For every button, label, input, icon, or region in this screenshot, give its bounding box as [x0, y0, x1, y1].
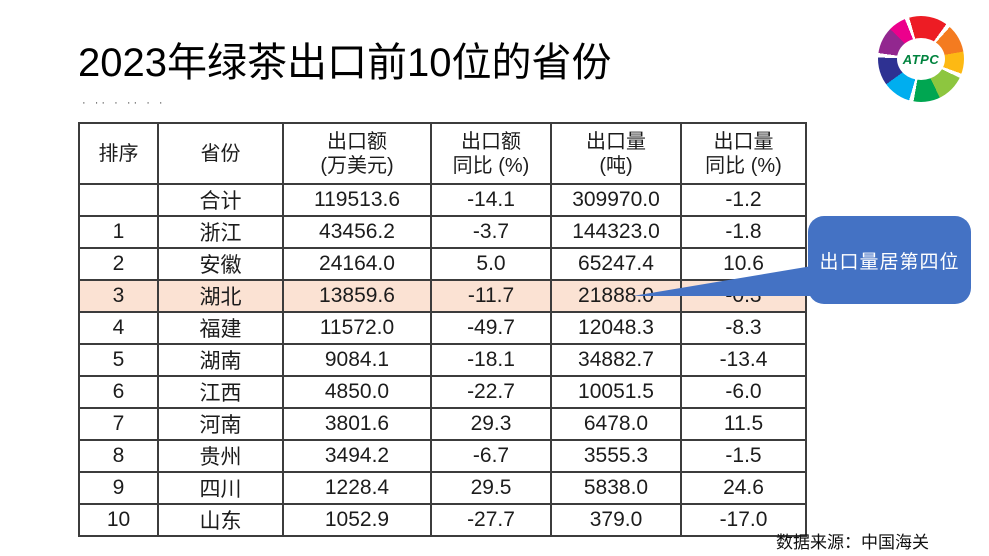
- column-header-export-value: 出口额 (万美元): [282, 122, 432, 185]
- column-header-rank: 排序: [78, 122, 159, 185]
- table-header-row: 排序 省份 出口额 (万美元) 出口额 同比 (%) 出口量 (吨) 出口量 同…: [78, 122, 807, 185]
- table-row: 3 湖北 13859.6 -11.7 21888.0 -0.3: [78, 279, 807, 313]
- atpc-logo: ATPC: [878, 16, 964, 102]
- table-cell: 6478.0: [550, 407, 682, 441]
- clipped-text-artifact: · ·· · ·· · ·: [82, 97, 166, 109]
- table-cell: 5: [78, 343, 159, 377]
- table-cell: -11.7: [430, 279, 552, 313]
- table-cell: 6: [78, 375, 159, 409]
- table-cell: 3: [78, 279, 159, 313]
- table-cell: 29.3: [430, 407, 552, 441]
- table-cell: -22.7: [430, 375, 552, 409]
- table-cell: 4: [78, 311, 159, 345]
- table-row: 合计 119513.6 -14.1 309970.0 -1.2: [78, 183, 807, 217]
- export-table: 排序 省份 出口额 (万美元) 出口额 同比 (%) 出口量 (吨) 出口量 同…: [78, 122, 807, 537]
- table-cell: 3801.6: [282, 407, 432, 441]
- table-cell: 8: [78, 439, 159, 473]
- table-cell: 1: [78, 215, 159, 249]
- table-cell: 12048.3: [550, 311, 682, 345]
- table-row: 2 安徽 24164.0 5.0 65247.4 10.6: [78, 247, 807, 281]
- table-cell: 3555.3: [550, 439, 682, 473]
- table-cell: 10.6: [680, 247, 807, 281]
- table-cell: 安徽: [157, 247, 284, 281]
- column-header-export-volume: 出口量 (吨): [550, 122, 682, 185]
- table-row: 4 福建 11572.0 -49.7 12048.3 -8.3: [78, 311, 807, 345]
- table-cell: 1228.4: [282, 471, 432, 505]
- table-cell: 湖南: [157, 343, 284, 377]
- table-cell: 9084.1: [282, 343, 432, 377]
- table-row: 6 江西 4850.0 -22.7 10051.5 -6.0: [78, 375, 807, 409]
- table-cell: 湖北: [157, 279, 284, 313]
- table-cell: 福建: [157, 311, 284, 345]
- table-cell: 65247.4: [550, 247, 682, 281]
- table-cell: 2: [78, 247, 159, 281]
- table-row: 7 河南 3801.6 29.3 6478.0 11.5: [78, 407, 807, 441]
- table-cell: 浙江: [157, 215, 284, 249]
- table-cell: 3494.2: [282, 439, 432, 473]
- table-cell: 河南: [157, 407, 284, 441]
- table-cell: [78, 183, 159, 217]
- table-cell: -17.0: [680, 503, 807, 537]
- column-header-export-volume-yoy: 出口量 同比 (%): [680, 122, 807, 185]
- table-cell: 309970.0: [550, 183, 682, 217]
- table-header: 排序 省份 出口额 (万美元) 出口额 同比 (%) 出口量 (吨) 出口量 同…: [78, 122, 807, 185]
- table-cell: -0.3: [680, 279, 807, 313]
- data-source-note: 数据来源：中国海关: [776, 533, 929, 552]
- table-row: 5 湖南 9084.1 -18.1 34882.7 -13.4: [78, 343, 807, 377]
- table-cell: 山东: [157, 503, 284, 537]
- table-cell: 29.5: [430, 471, 552, 505]
- atpc-logo-label: ATPC: [897, 38, 945, 80]
- table-cell: 24164.0: [282, 247, 432, 281]
- table-cell: 34882.7: [550, 343, 682, 377]
- table-cell: 11.5: [680, 407, 807, 441]
- page-title: 2023年绿茶出口前10位的省份: [78, 41, 612, 85]
- table-cell: -18.1: [430, 343, 552, 377]
- table-cell: -6.0: [680, 375, 807, 409]
- table-cell: -27.7: [430, 503, 552, 537]
- table-cell: 9: [78, 471, 159, 505]
- callout-bubble: 出口量居第四位: [808, 216, 971, 304]
- callout-text: 出口量居第四位: [819, 251, 960, 273]
- table-cell: -8.3: [680, 311, 807, 345]
- table-cell: 144323.0: [550, 215, 682, 249]
- table-cell: 5838.0: [550, 471, 682, 505]
- table-cell: -1.5: [680, 439, 807, 473]
- table-cell: 10: [78, 503, 159, 537]
- table-row: 10 山东 1052.9 -27.7 379.0 -17.0: [78, 503, 807, 537]
- table-cell: 43456.2: [282, 215, 432, 249]
- table-cell: -6.7: [430, 439, 552, 473]
- table-cell: -1.2: [680, 183, 807, 217]
- column-header-export-value-yoy: 出口额 同比 (%): [430, 122, 552, 185]
- table-cell: 贵州: [157, 439, 284, 473]
- table-cell: -3.7: [430, 215, 552, 249]
- table-cell: 江西: [157, 375, 284, 409]
- table-cell: 21888.0: [550, 279, 682, 313]
- table-cell: 24.6: [680, 471, 807, 505]
- table-cell: -49.7: [430, 311, 552, 345]
- table-cell: 四川: [157, 471, 284, 505]
- table-cell: 119513.6: [282, 183, 432, 217]
- table-cell: 1052.9: [282, 503, 432, 537]
- table-cell: -1.8: [680, 215, 807, 249]
- table-cell: 4850.0: [282, 375, 432, 409]
- table-cell: 11572.0: [282, 311, 432, 345]
- table-cell: 合计: [157, 183, 284, 217]
- column-header-province: 省份: [157, 122, 284, 185]
- table-row: 9 四川 1228.4 29.5 5838.0 24.6: [78, 471, 807, 505]
- table-cell: 10051.5: [550, 375, 682, 409]
- table-cell: 13859.6: [282, 279, 432, 313]
- table-row: 8 贵州 3494.2 -6.7 3555.3 -1.5: [78, 439, 807, 473]
- table-row: 1 浙江 43456.2 -3.7 144323.0 -1.8: [78, 215, 807, 249]
- table-cell: -14.1: [430, 183, 552, 217]
- table-cell: -13.4: [680, 343, 807, 377]
- table-cell: 379.0: [550, 503, 682, 537]
- table-cell: 7: [78, 407, 159, 441]
- table-cell: 5.0: [430, 247, 552, 281]
- table-body: 合计 119513.6 -14.1 309970.0 -1.2 1 浙江 43456.2 -3.…: [78, 183, 807, 537]
